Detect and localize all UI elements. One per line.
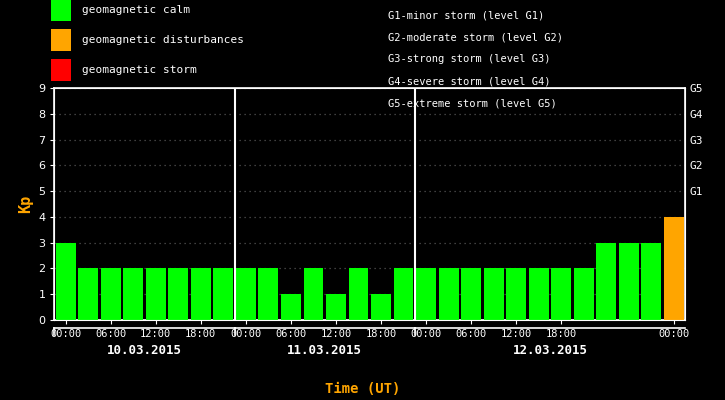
- Bar: [416, 268, 436, 320]
- Bar: [371, 294, 391, 320]
- Y-axis label: Kp: Kp: [17, 195, 33, 213]
- Bar: [146, 268, 165, 320]
- Text: 10.03.2015: 10.03.2015: [107, 344, 182, 357]
- Bar: [123, 268, 143, 320]
- Text: G3-strong storm (level G3): G3-strong storm (level G3): [388, 54, 550, 64]
- Text: Time (UT): Time (UT): [325, 382, 400, 396]
- Bar: [439, 268, 458, 320]
- Text: G2-moderate storm (level G2): G2-moderate storm (level G2): [388, 32, 563, 42]
- Bar: [461, 268, 481, 320]
- Bar: [168, 268, 188, 320]
- Bar: [304, 268, 323, 320]
- Bar: [281, 294, 301, 320]
- Bar: [101, 268, 120, 320]
- Text: G4-severe storm (level G4): G4-severe storm (level G4): [388, 76, 550, 86]
- Text: 12.03.2015: 12.03.2015: [513, 344, 587, 357]
- Text: 11.03.2015: 11.03.2015: [287, 344, 362, 357]
- Bar: [56, 243, 75, 320]
- Bar: [213, 268, 233, 320]
- Bar: [506, 268, 526, 320]
- Text: geomagnetic calm: geomagnetic calm: [82, 5, 190, 15]
- Bar: [191, 268, 211, 320]
- Bar: [259, 268, 278, 320]
- Bar: [236, 268, 256, 320]
- Bar: [551, 268, 571, 320]
- Bar: [529, 268, 549, 320]
- Bar: [326, 294, 346, 320]
- Bar: [642, 243, 661, 320]
- Bar: [394, 268, 413, 320]
- Text: geomagnetic disturbances: geomagnetic disturbances: [82, 35, 244, 45]
- Bar: [78, 268, 98, 320]
- Bar: [574, 268, 594, 320]
- Bar: [597, 243, 616, 320]
- Bar: [349, 268, 368, 320]
- Text: geomagnetic storm: geomagnetic storm: [82, 65, 196, 75]
- Text: G1-minor storm (level G1): G1-minor storm (level G1): [388, 10, 544, 20]
- Bar: [484, 268, 504, 320]
- Bar: [619, 243, 639, 320]
- Bar: [664, 217, 684, 320]
- Text: G5-extreme storm (level G5): G5-extreme storm (level G5): [388, 98, 557, 108]
